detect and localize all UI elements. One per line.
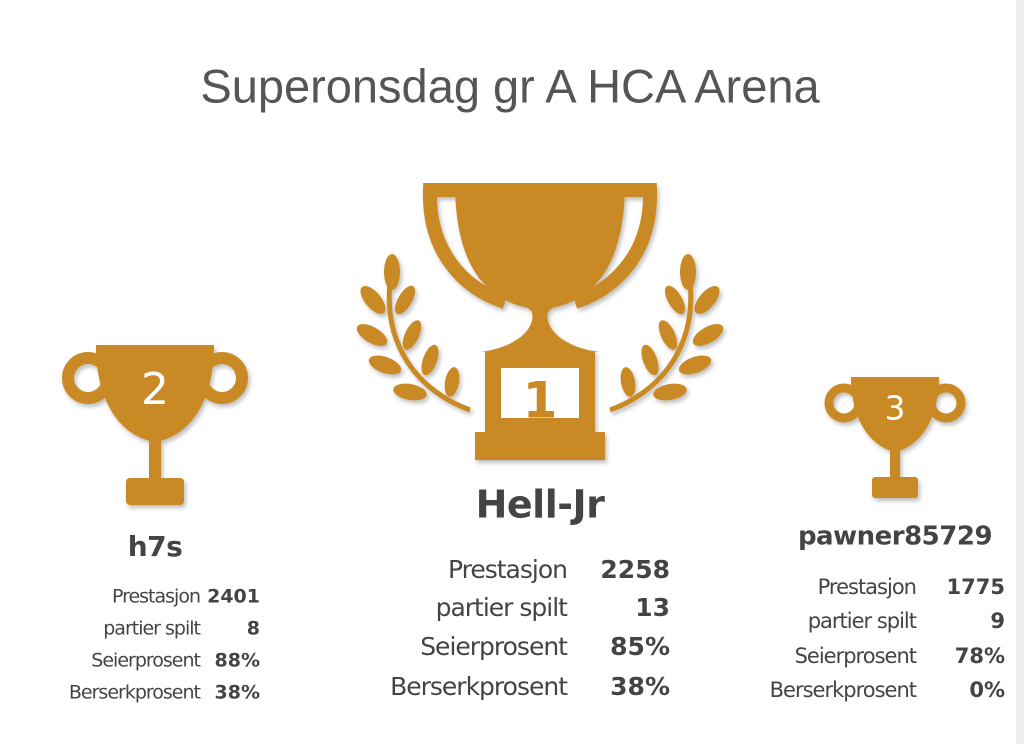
stat-value: 88% bbox=[215, 650, 260, 672]
player-name: pawner85729 bbox=[798, 522, 992, 552]
edge bbox=[1016, 0, 1024, 744]
rank-number: 2 bbox=[141, 364, 169, 415]
stat-value: 38% bbox=[610, 672, 670, 701]
stat-label: Seierprosent bbox=[795, 644, 917, 668]
stat-label: Berserkprosent bbox=[770, 678, 917, 702]
player-name: h7s bbox=[128, 530, 183, 563]
stat-value: 78% bbox=[955, 644, 1005, 668]
stat-value: 2258 bbox=[600, 555, 670, 584]
stat-value: 1775 bbox=[947, 575, 1005, 599]
player-name: Hell-Jr bbox=[476, 483, 606, 527]
stat-label: Seierprosent bbox=[420, 632, 568, 661]
stat-value: 0% bbox=[969, 678, 1005, 702]
stat-label: partier spilt bbox=[808, 609, 917, 633]
stat-label: Berserkprosent bbox=[69, 682, 201, 704]
stat-label: Berserkprosent bbox=[390, 672, 568, 701]
stat-value: 85% bbox=[610, 632, 670, 661]
stat-label: Prestasjon bbox=[448, 555, 567, 584]
stat-label: partier spilt bbox=[103, 618, 200, 640]
stat-label: Prestasjon bbox=[112, 586, 200, 608]
trophy-third bbox=[824, 377, 966, 498]
stat-label: partier spilt bbox=[436, 593, 569, 622]
stat-label: Seierprosent bbox=[91, 650, 200, 672]
stat-value: 13 bbox=[635, 593, 670, 622]
stat-value: 38% bbox=[215, 682, 260, 704]
stat-value: 8 bbox=[247, 618, 260, 640]
stat-value: 9 bbox=[990, 609, 1005, 633]
trophy-second bbox=[62, 345, 248, 505]
stat-label: Prestasjon bbox=[818, 575, 916, 599]
page-title: Superonsdag gr A HCA Arena bbox=[200, 59, 820, 112]
rank-number: 1 bbox=[523, 372, 558, 430]
trophy-first bbox=[356, 183, 726, 460]
stat-value: 2401 bbox=[207, 586, 260, 608]
rank-number: 3 bbox=[885, 389, 906, 428]
